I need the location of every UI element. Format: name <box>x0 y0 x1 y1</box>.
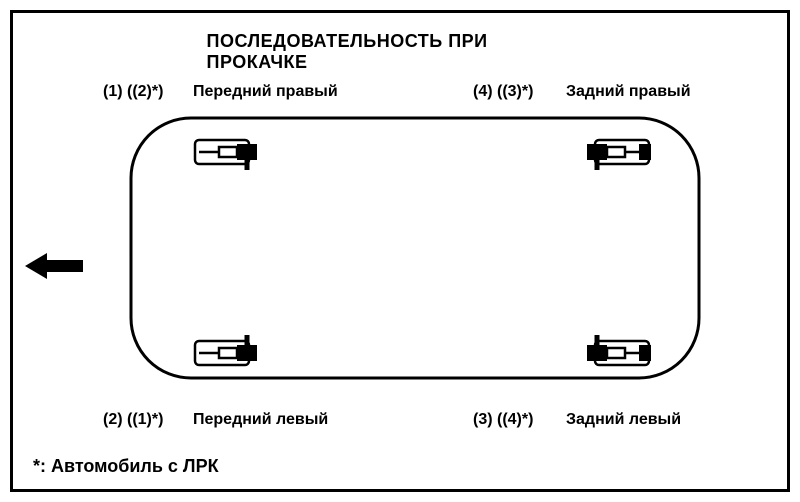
label-rear-left: Задний левый <box>566 411 681 429</box>
brake-icon-rear-right <box>583 138 651 174</box>
brake-icon-rear-left <box>583 331 651 367</box>
diagram-frame: ПОСЛЕДОВАТЕЛЬНОСТЬ ПРИ ПРОКАЧКЕ (1) ((2)… <box>10 10 790 492</box>
seq-front-left: (2) ((1)*) <box>103 411 163 429</box>
brake-icon-front-right <box>193 138 261 174</box>
seq-rear-left: (3) ((4)*) <box>473 411 533 429</box>
seq-front-right: (1) ((2)*) <box>103 83 163 101</box>
seq-rear-right: (4) ((3)*) <box>473 83 533 101</box>
label-front-left: Передний левый <box>193 411 328 429</box>
direction-arrow-icon <box>25 251 85 286</box>
footnote: *: Автомобиль с ЛРК <box>33 456 219 477</box>
label-rear-right: Задний правый <box>566 83 691 101</box>
label-front-right: Передний правый <box>193 83 338 101</box>
brake-icon-front-left <box>193 331 261 367</box>
diagram-title: ПОСЛЕДОВАТЕЛЬНОСТЬ ПРИ ПРОКАЧКЕ <box>207 31 594 73</box>
